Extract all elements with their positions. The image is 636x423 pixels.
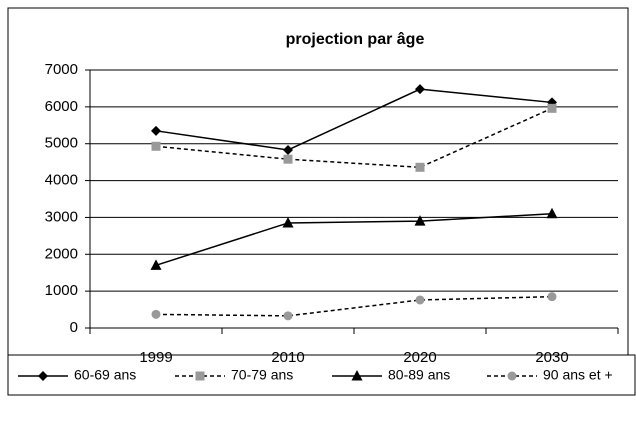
marker — [415, 162, 425, 172]
series-line — [155, 295, 553, 317]
marker — [283, 311, 293, 321]
series-line — [155, 212, 553, 267]
x-tick-label: 2020 — [403, 349, 436, 366]
x-tick-label: 1999 — [139, 349, 172, 366]
marker — [151, 141, 161, 151]
y-tick-label: 0 — [70, 319, 78, 336]
y-tick-label: 5000 — [45, 135, 78, 152]
marker — [151, 309, 161, 319]
marker — [507, 371, 517, 381]
marker — [151, 125, 161, 136]
marker — [547, 103, 557, 113]
series-line — [155, 107, 553, 169]
series-line — [155, 88, 553, 151]
y-tick-label: 6000 — [45, 98, 78, 115]
marker — [547, 292, 557, 302]
marker — [38, 371, 48, 381]
legend-frame — [7, 354, 636, 396]
legend-label: 80-89 ans — [388, 367, 450, 383]
y-tick-label: 2000 — [45, 245, 78, 262]
y-tick-label: 3000 — [45, 208, 78, 225]
x-tick-label: 2030 — [535, 349, 568, 366]
y-tick-label: 1000 — [45, 282, 78, 299]
x-tick-label: 2010 — [271, 349, 304, 366]
marker — [415, 295, 425, 305]
marker — [546, 207, 558, 219]
legend-label: 90 ans et + — [543, 367, 613, 383]
y-tick-label: 7000 — [45, 61, 78, 78]
marker — [415, 84, 425, 95]
marker — [351, 370, 363, 381]
y-tick-label: 4000 — [45, 172, 78, 189]
marker — [195, 371, 205, 381]
chart-title: projection par âge — [286, 31, 425, 48]
legend-label: 70-79 ans — [231, 367, 293, 383]
marker — [282, 216, 294, 228]
marker — [283, 144, 293, 155]
marker — [150, 259, 162, 270]
marker — [414, 215, 426, 226]
legend-label: 60-69 ans — [74, 367, 136, 383]
chart-frame — [7, 7, 629, 356]
marker — [283, 154, 293, 164]
